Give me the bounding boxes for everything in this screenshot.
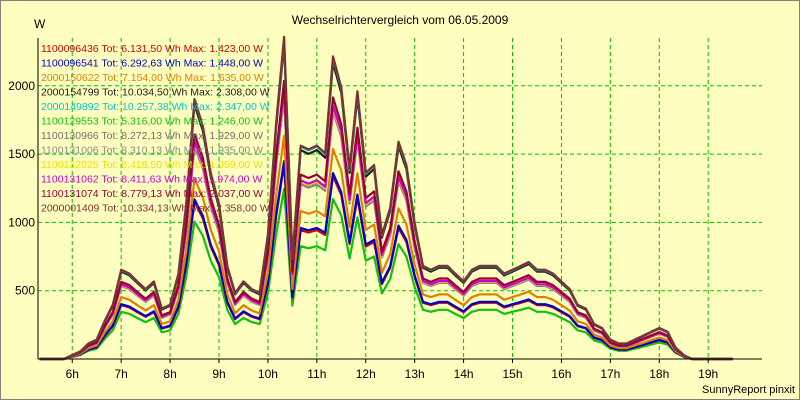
legend-serial: 1100131074 — [41, 188, 99, 200]
legend-max: Max: 1.935,00 W — [181, 145, 263, 157]
legend-serial: 1100129553 — [41, 116, 99, 128]
legend-max: Max: 1.246,00 W — [181, 116, 263, 128]
series-line-2000150622 — [39, 134, 733, 361]
legend-total: Tot: 8.411,63 Wh — [99, 174, 180, 186]
y-tick-label: 1500 — [8, 147, 35, 161]
x-tick-label: 14h — [454, 367, 474, 381]
legend-total: Tot: 8.272,13 Wh — [99, 130, 181, 142]
legend-max: Max: 2.037,00 W — [181, 188, 263, 200]
legend-max: Max: 1.929,00 W — [181, 130, 263, 142]
legend-serial: 2000154799 — [41, 87, 100, 99]
y-tick-label: 2000 — [8, 79, 35, 93]
x-tick-label: 10h — [258, 367, 278, 381]
legend-total: Tot: 8.418,50 Wh — [99, 159, 181, 171]
x-tick-label: 13h — [405, 367, 425, 381]
legend-max: Max: 2.308,00 W — [187, 87, 269, 99]
legend-entry: 2000154799 Tot: 10.034,50 Wh Max: 2.308,… — [41, 87, 270, 99]
x-tick-label: 9h — [212, 367, 225, 381]
legend-entry: 2000150622 Tot: 7.154,00 Wh Max: 1.635,0… — [41, 72, 264, 84]
x-tick-label: 19h — [698, 367, 718, 381]
x-tick-label: 7h — [114, 367, 127, 381]
legend-entry: 1100130966 Tot: 8.272,13 Wh Max: 1.929,0… — [41, 130, 263, 142]
legend-total: Tot: 7.154,00 Wh — [99, 72, 181, 84]
legend-serial: 2000001409 — [41, 203, 100, 215]
x-tick-label: 6h — [66, 367, 79, 381]
legend-entry: 1100131074 Tot: 8.779,13 Wh Max: 2.037,0… — [41, 188, 263, 200]
legend-max: Max: 1.448,00 W — [181, 58, 263, 70]
legend-serial: 2000150622 — [41, 72, 100, 84]
y-tick-label: 1000 — [8, 215, 35, 229]
legend-entry: 1100129553 Tot: 5.316,00 Wh Max: 1.246,0… — [41, 116, 263, 128]
legend-serial: 1100132025 — [41, 159, 99, 171]
legend-max: Max: 1.959,00 W — [181, 159, 263, 171]
legend-total: Tot: 10.334,13 Wh — [99, 203, 187, 215]
legend-max: Max: 2.358,00 W — [187, 203, 269, 215]
legend-serial: 1100096436 — [41, 43, 99, 55]
legend-entry: 1100096541 Tot: 6.292,63 Wh Max: 1.448,0… — [41, 58, 263, 70]
legend-entry: 1100131006 Tot: 8.310,13 Wh Max: 1.935,0… — [41, 145, 263, 157]
x-tick-label: 8h — [163, 367, 176, 381]
x-tick-label: 18h — [649, 367, 669, 381]
credit-label: SunnyReport pinxit — [702, 384, 795, 396]
x-tick-label: 17h — [600, 367, 620, 381]
y-unit-label: W — [34, 17, 46, 31]
x-tick-label: 15h — [502, 367, 522, 381]
legend-entry: 1100096436 Tot: 6.131,50 Wh Max: 1.423,0… — [41, 43, 263, 55]
chart-title: Wechselrichtervergleich vom 06.05.2009 — [292, 13, 509, 27]
legend-entry: 2000149892 Tot: 10.257,38 Wh Max: 2.347,… — [41, 101, 270, 113]
legend-max: Max: 1.635,00 W — [182, 72, 264, 84]
series-line-1100129553 — [39, 187, 733, 361]
legend-entry: 1100131062 Tot: 8.411,63 Wh Max: 1.974,0… — [41, 174, 262, 186]
x-tick-label: 12h — [356, 367, 376, 381]
series-line-2000001409 — [39, 35, 733, 361]
series-line-1100096541 — [39, 160, 733, 361]
legend-serial: 1100130966 — [41, 130, 99, 142]
legend-serial: 1100131062 — [41, 174, 99, 186]
x-tick-label: 16h — [551, 367, 571, 381]
legend-total: Tot: 6.131,50 Wh — [99, 43, 181, 55]
x-tick-label: 11h — [307, 367, 326, 381]
legend-total: Tot: 8.779,13 Wh — [99, 188, 181, 200]
legend-serial: 1100131006 — [41, 145, 99, 157]
legend-max: Max: 1.974,00 W — [180, 174, 262, 186]
y-tick-label: 500 — [15, 284, 35, 298]
legend-total: Tot: 8.310,13 Wh — [99, 145, 181, 157]
legend-entry: 1100132025 Tot: 8.418,50 Wh Max: 1.959,0… — [41, 159, 263, 171]
legend-total: Tot: 5.316,00 Wh — [99, 116, 181, 128]
legend-max: Max: 1.423,00 W — [181, 43, 263, 55]
legend-max: Max: 2.347,00 W — [187, 101, 269, 113]
legend-serial: 2000149892 — [41, 101, 100, 113]
legend-total: Tot: 10.034,50 Wh — [99, 87, 187, 99]
legend-serial: 1100096541 — [41, 58, 99, 70]
legend-total: Tot: 6.292,63 Wh — [99, 58, 181, 70]
legend-total: Tot: 10.257,38 Wh — [99, 101, 187, 113]
series-line-1100131074 — [39, 79, 733, 361]
legend-entry: 2000001409 Tot: 10.334,13 Wh Max: 2.358,… — [41, 203, 270, 215]
